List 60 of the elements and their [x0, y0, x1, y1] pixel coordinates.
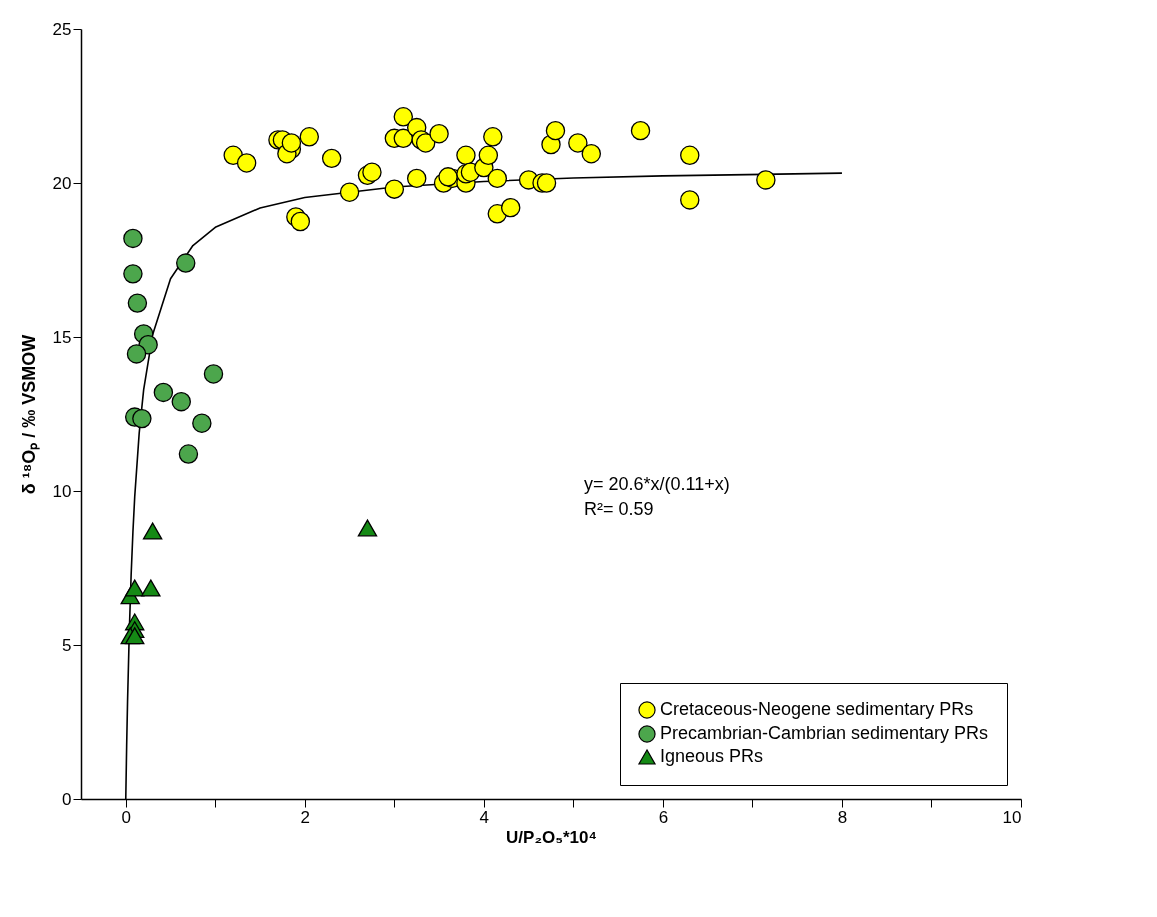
- point: [487, 168, 508, 189]
- point: [680, 145, 700, 165]
- point: [192, 413, 212, 433]
- point: [236, 153, 257, 173]
- point: [299, 127, 320, 147]
- point: [178, 444, 199, 464]
- point: [339, 182, 360, 202]
- point: [132, 408, 152, 429]
- point: [545, 120, 566, 141]
- y-tick-label: 20: [52, 173, 72, 193]
- point: [357, 519, 378, 537]
- y-tick-label: 5: [62, 635, 72, 655]
- annotation: R²= 0.59: [583, 498, 654, 519]
- point: [500, 197, 521, 218]
- point: [124, 579, 145, 597]
- x-tick-label: 4: [479, 807, 490, 827]
- point: [321, 148, 342, 169]
- point: [141, 579, 161, 597]
- x-tick-label: 0: [121, 807, 131, 827]
- point: [384, 179, 405, 199]
- point: [153, 382, 174, 403]
- point: [630, 120, 651, 141]
- y-tick-label: 0: [62, 789, 72, 809]
- point: [290, 211, 311, 232]
- point: [203, 364, 224, 384]
- y-tick-label: 25: [52, 19, 72, 39]
- point: [393, 107, 414, 127]
- point: [123, 228, 143, 249]
- point: [415, 133, 436, 153]
- x-tick-label: 10: [1002, 807, 1022, 827]
- legend-label: Cretaceous-Neogene sedimentary PRs: [660, 699, 974, 719]
- point: [536, 173, 557, 193]
- y-tick-label: 15: [52, 327, 72, 347]
- point: [429, 124, 449, 144]
- point: [142, 522, 163, 540]
- x-tick-label: 6: [658, 807, 669, 827]
- point: [581, 144, 602, 164]
- legend-label: Precambrian-Cambrian sedimentary PRs: [660, 723, 989, 743]
- point: [406, 168, 427, 189]
- point: [756, 170, 776, 190]
- point: [127, 293, 148, 313]
- point: [568, 133, 588, 153]
- point: [126, 344, 147, 364]
- x-tick-label: 2: [300, 807, 311, 827]
- y-tick-label: 10: [52, 481, 72, 501]
- point: [483, 127, 503, 147]
- y-axis-title: δ ¹⁸Oₚ / ‰ VSMOW: [18, 334, 40, 495]
- point: [124, 627, 145, 645]
- point: [393, 128, 414, 149]
- point: [680, 190, 700, 210]
- point: [456, 145, 476, 165]
- point: [478, 145, 499, 165]
- legend-label: Igneous PRs: [660, 746, 764, 766]
- point: [176, 253, 196, 273]
- annotation: y= 20.6*x/(0.11+x): [583, 473, 730, 494]
- point: [123, 264, 143, 284]
- x-tick-label: 8: [837, 807, 848, 827]
- point: [362, 162, 382, 182]
- x-axis-title: U/P₂O₅*10⁴: [506, 827, 597, 847]
- point: [171, 391, 191, 412]
